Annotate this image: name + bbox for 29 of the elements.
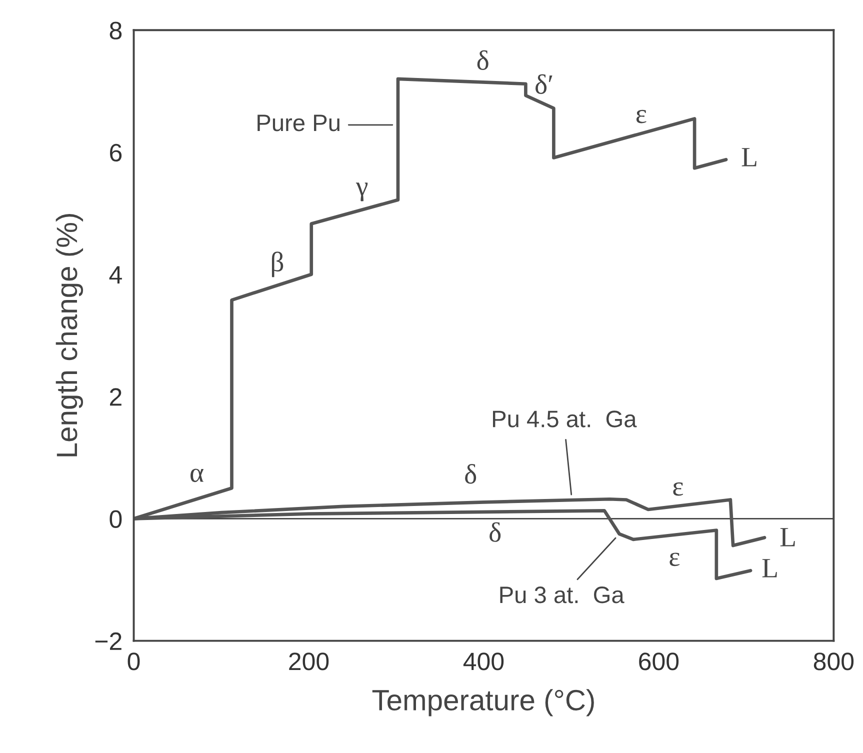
annotation: ε (636, 110, 646, 124)
y-tick-label: 8 (110, 22, 122, 40)
y-tick-label: −2 (95, 632, 122, 650)
annotation: δ (465, 464, 476, 484)
x-tick-label: 0 (128, 652, 140, 670)
x-axis-title: Temperature (°C) (372, 689, 594, 716)
annotation: δ (477, 50, 488, 70)
x-tick-label: 400 (463, 652, 504, 670)
text: Pure Pu (258, 114, 340, 132)
annotation: L (742, 148, 756, 166)
text: Pu 4.5 at. Ga (492, 410, 637, 428)
y-tick-label: 0 (110, 510, 122, 528)
annotation: δ (490, 522, 501, 542)
annotation: α (190, 468, 204, 482)
annotation: L (780, 528, 795, 546)
x-tick-label: 800 (814, 652, 854, 670)
annotation: ε (670, 552, 680, 566)
text: Pu 3 at. Ga (500, 586, 624, 604)
y-axis-title: Length change (%) (56, 214, 84, 456)
annotation: β (272, 252, 284, 278)
y-tick-label: 6 (110, 144, 122, 162)
annotation: γ (356, 182, 368, 202)
x-tick-label: 600 (639, 652, 679, 670)
annotation: δ′ (536, 74, 552, 94)
x-tick-label: 200 (289, 652, 329, 670)
annotation: ε (673, 482, 683, 496)
y-tick-label: 2 (110, 388, 122, 406)
y-tick-label: 4 (109, 266, 122, 284)
annotation: L (762, 559, 777, 578)
